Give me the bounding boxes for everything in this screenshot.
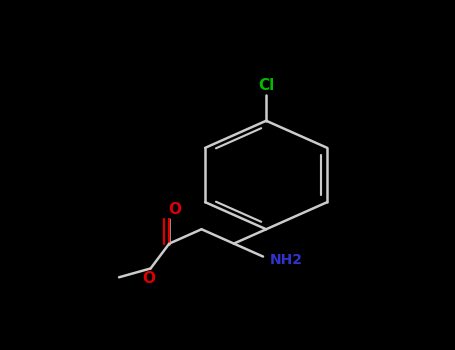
- Text: NH2: NH2: [270, 253, 303, 267]
- Text: Cl: Cl: [258, 78, 274, 93]
- Text: O: O: [142, 271, 155, 286]
- Text: O: O: [169, 202, 182, 217]
